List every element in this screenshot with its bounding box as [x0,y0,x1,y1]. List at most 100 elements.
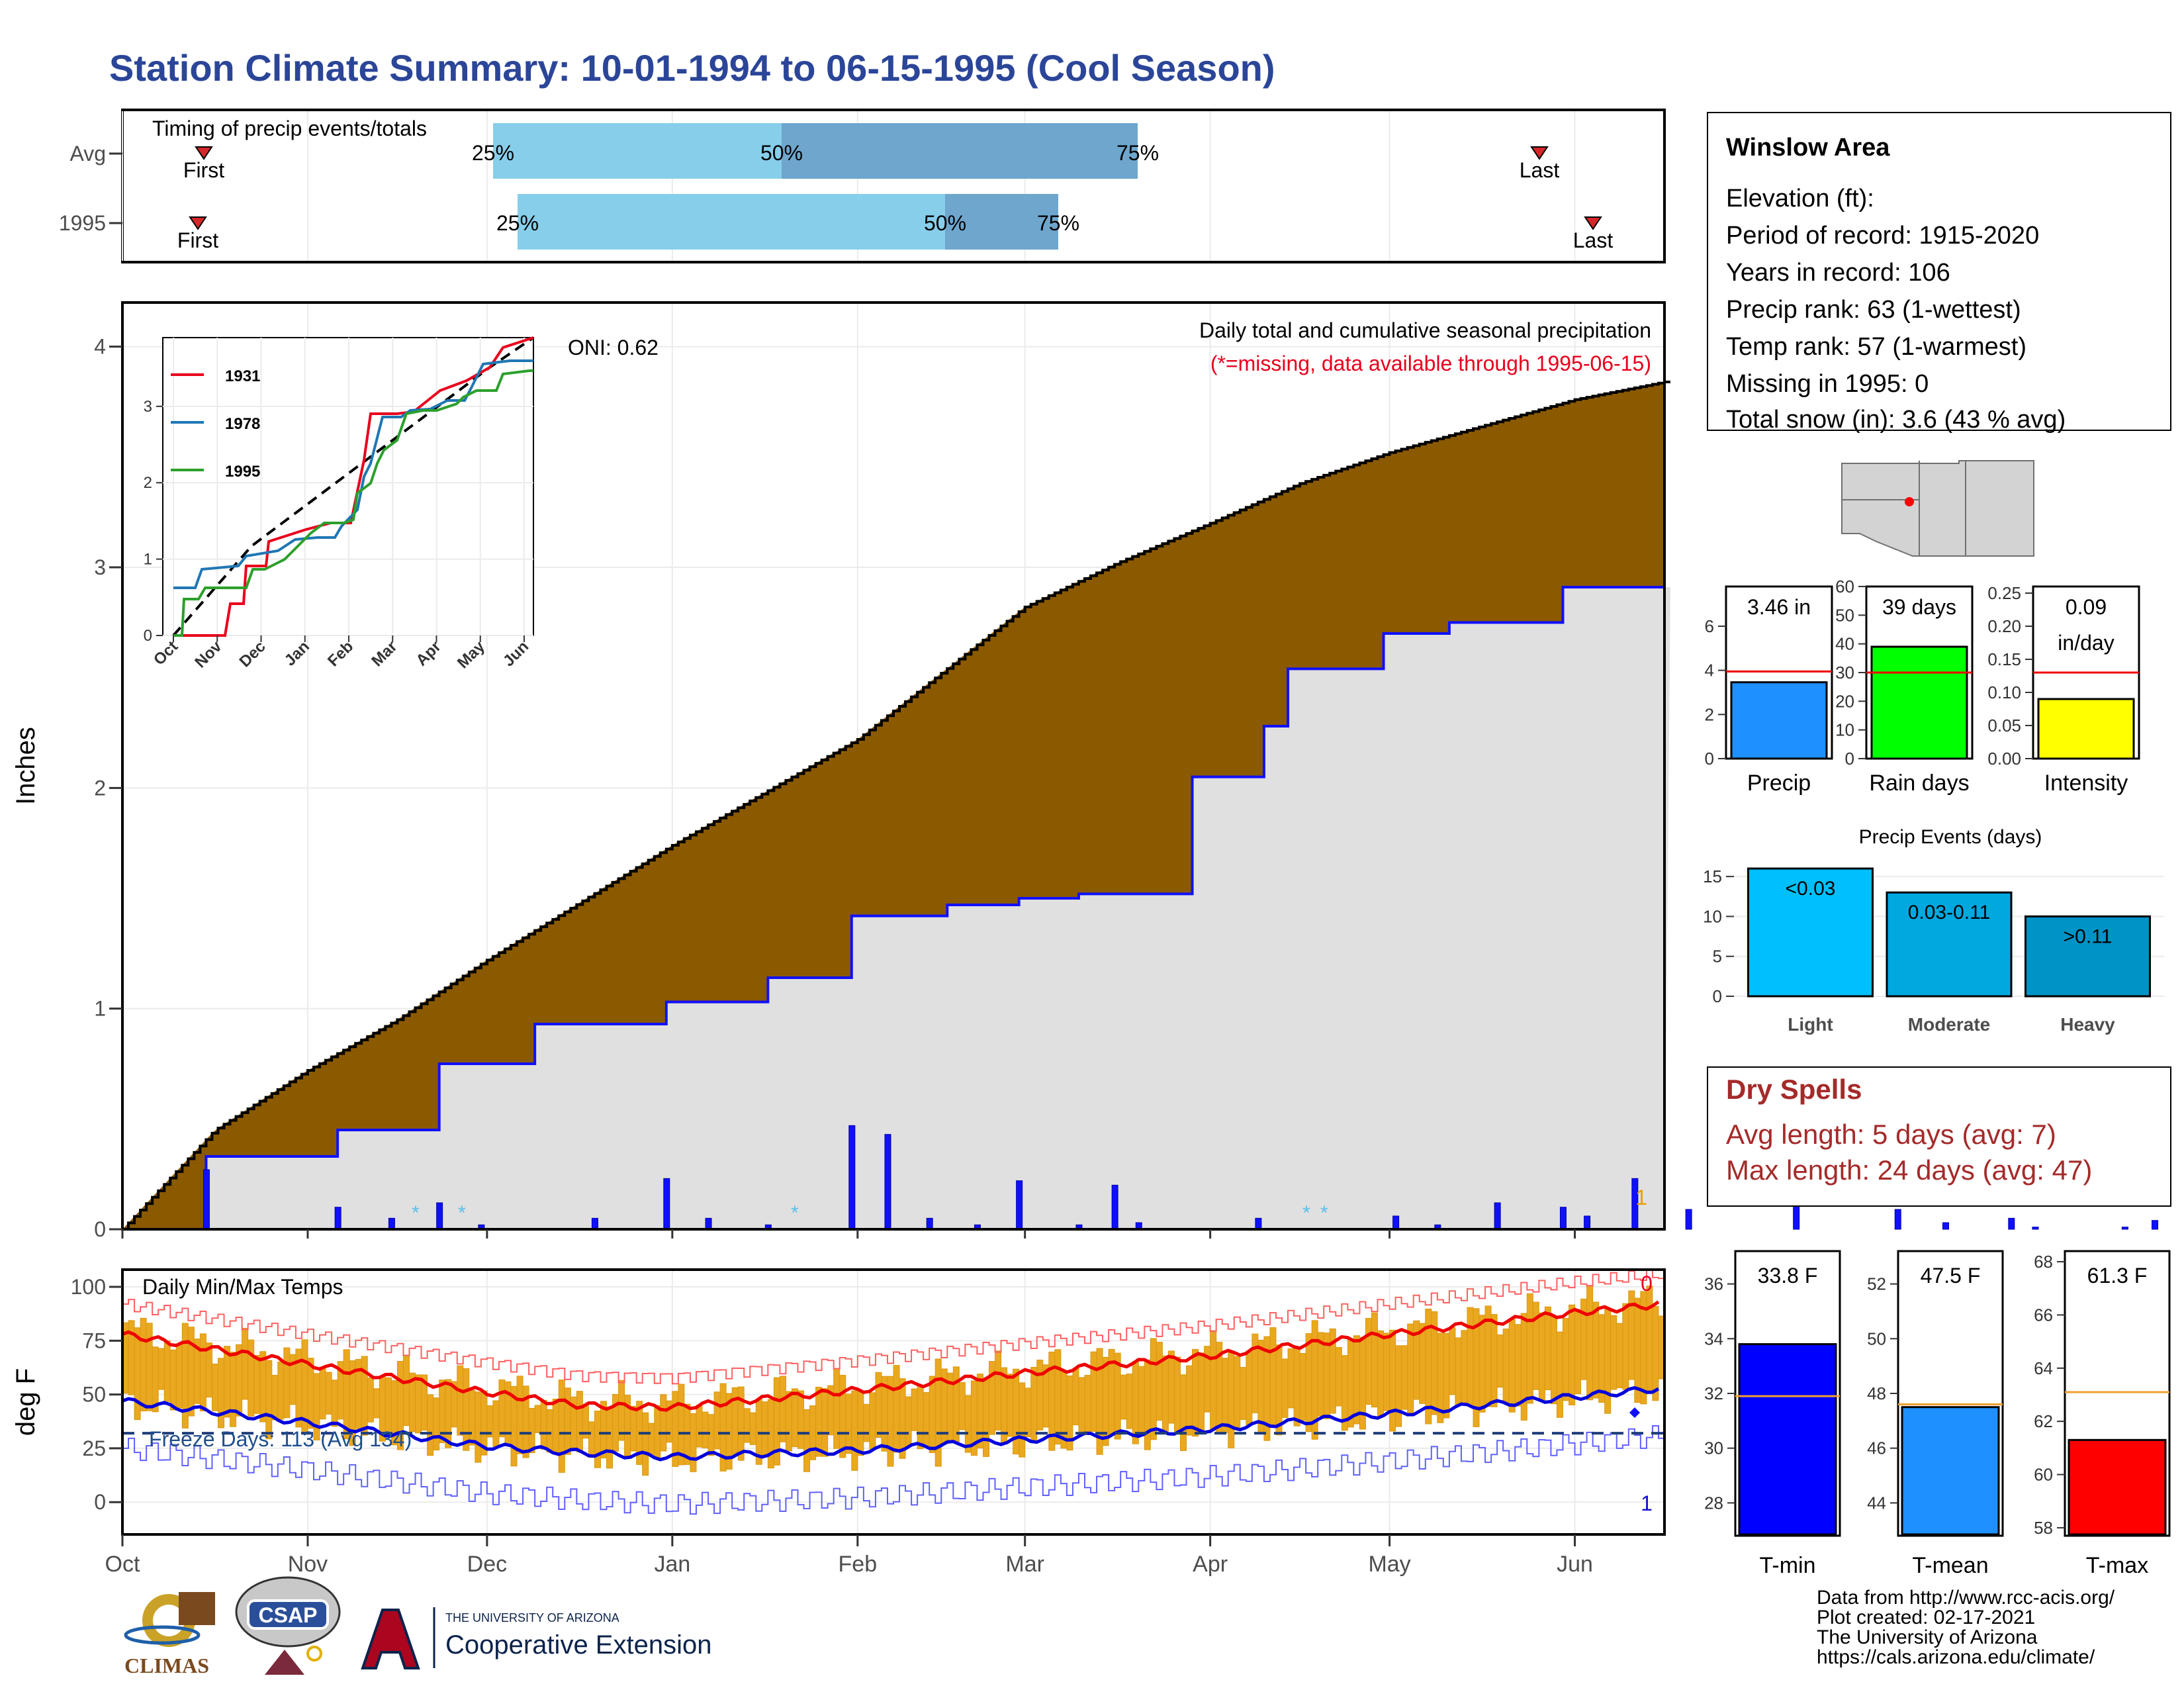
daily-temp-bar [1616,1323,1623,1388]
daily-temp-bar [134,1327,141,1421]
daily-temp-bar [594,1411,601,1468]
daily-precip-bars [203,1125,2159,1230]
daily-temp-bar [995,1350,1002,1430]
daily-temp-bar [1138,1366,1145,1436]
daily-temp-bar [402,1355,410,1427]
timing-row-1995: 1995 [59,211,106,235]
svg-text:Elevation (ft):: Elevation (ft): [1726,185,1874,212]
svg-text:25%: 25% [496,211,539,235]
daily-temp-bar [1562,1318,1570,1401]
daily-precip-bar [2008,1217,2015,1230]
bar-label: T-mean [1912,1553,1988,1578]
daily-temp-bar [929,1376,936,1454]
svg-text:Period of record: 1915-2020: Period of record: 1915-2020 [1726,222,2039,250]
y-tick-label: 40 [1835,634,1854,654]
daily-temp-bar [1377,1330,1385,1417]
daily-temp-bar [1353,1335,1360,1425]
daily-temp-bar [558,1380,565,1473]
svg-text:Last: Last [1573,228,1614,252]
daily-temp-bar [1646,1286,1653,1394]
daily-temp-bar [230,1352,237,1427]
daily-temp-bar [893,1365,900,1453]
month-label: Mar [1005,1552,1044,1577]
daily-temp-bar [696,1405,703,1448]
precip-events-chart: 0 5 10 15 <0.03 Light 0.03-0.11 Moderate >0.11 He… [1703,861,2164,1035]
month-label: Apr [1193,1552,1228,1577]
daily-temp-bar [1538,1312,1545,1401]
y-tick-label: 52 [1867,1274,1886,1294]
daily-precip-bar [388,1217,395,1230]
daily-temp-bar [1030,1367,1038,1443]
value-label: 39 days [1882,595,1956,619]
inset-y-label: 1 [144,551,152,569]
daily-temp-bar [564,1387,571,1455]
y-tick-label: 62 [2034,1411,2053,1431]
daily-precip-bar [2152,1220,2159,1230]
inset-1978-line [173,359,533,589]
precip-y-label: Inches [11,727,40,805]
y-tick-label: 15 [1703,867,1722,886]
svg-text:First: First [183,158,224,182]
daily-temp-bar [833,1368,841,1449]
daily-temp-bar [1228,1352,1235,1448]
daily-temp-bar [1078,1377,1085,1432]
daily-temp-bar [1479,1315,1486,1413]
daily-temp-bar [1240,1367,1247,1420]
y-tick-label: 25 [82,1436,106,1460]
events-title: Precip Events (days) [1859,826,2042,848]
daily-temp-bar [492,1400,500,1447]
daily-precip-bar [1942,1222,1949,1230]
y-tick-label: 10 [1703,906,1722,926]
latest-min-marker-icon [1629,1407,1640,1418]
daily-temp-bar [1514,1324,1522,1407]
month-label: Jun [1557,1552,1593,1577]
svg-text:*: * [412,1202,420,1224]
event-bar [1886,891,2013,998]
daily-temp-bar [1544,1306,1551,1391]
daily-temp-bar [1186,1365,1193,1436]
daily-temp-bar [648,1423,655,1455]
y-tick-label: 0.00 [1987,749,2021,769]
daily-temp-bar [958,1382,966,1430]
daily-temp-bar [707,1414,715,1456]
daily-temp-bar [690,1413,697,1472]
daily-temp-bar [259,1351,267,1423]
y-tick-label: 1 [94,997,106,1021]
daily-temp-bar [1156,1342,1163,1421]
daily-temp-bar [1508,1318,1516,1413]
svg-text:*: * [458,1202,466,1224]
daily-precip-bar [1584,1215,1591,1230]
daily-precip-bar [1685,1209,1692,1230]
daily-temp-bar [1234,1356,1241,1428]
daily-temp-bar [1179,1374,1187,1451]
event-category-label: Heavy [2060,1014,2115,1035]
y-tick-label: 66 [2034,1305,2053,1325]
daily-temp-bar [1604,1307,1612,1414]
daily-temp-bar [367,1377,374,1423]
daily-temp-bar [1299,1353,1306,1421]
daily-temp-bar [660,1394,667,1452]
daily-temp-bar [869,1392,876,1450]
daily-temp-bar [815,1387,823,1457]
daily-temp-bar [1622,1303,1629,1390]
daily-temp-bar [1347,1338,1354,1428]
svg-text:First: First [177,228,218,252]
daily-precip-bar [436,1202,443,1230]
daily-temp-bar [373,1388,380,1419]
daily-temp-bar [1610,1315,1617,1390]
daily-temp-bar [964,1395,972,1453]
daily-temp-bar [253,1354,261,1414]
inset-y-label: 2 [144,474,152,492]
event-bin-label: >0.11 [2064,925,2113,947]
daily-temp-bar [1036,1360,1044,1430]
y-tick-label: 0.25 [1987,583,2021,603]
daily-temp-bar [923,1392,930,1447]
daily-temp-bar [1652,1305,1659,1401]
daily-temp-bar [546,1409,553,1453]
daily-temp-bar [803,1409,811,1472]
month-axis: Oct Nov Dec Jan Feb Mar Apr May Jun [105,1229,1593,1577]
daily-temp-bar [1443,1333,1450,1419]
1995-last-marker-icon [1584,216,1602,230]
daily-temp-bar [1054,1349,1062,1445]
